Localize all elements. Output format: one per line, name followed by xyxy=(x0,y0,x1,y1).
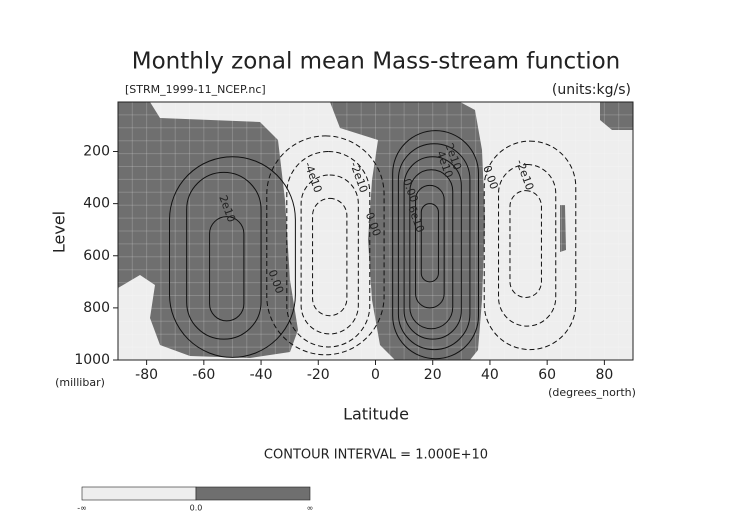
contour-line xyxy=(498,164,557,327)
contour-line xyxy=(209,216,245,322)
contour-line xyxy=(169,156,296,358)
y-tick-label: 400 xyxy=(83,196,110,212)
footer: CONTOUR INTERVAL = 1.000E+10 xyxy=(264,448,488,463)
positive-shading xyxy=(200,198,205,212)
chart-subtitle: [STRM_1999-11_NCEP.nc] xyxy=(125,83,266,96)
contour-line xyxy=(409,169,454,330)
x-tick-label: 80 xyxy=(595,367,613,383)
x-tick-label: 0 xyxy=(371,367,380,383)
x-axis-label: Latitude xyxy=(343,405,409,424)
chart-title: Monthly zonal mean Mass-stream function xyxy=(132,49,621,75)
contour-line xyxy=(483,140,577,351)
y-tick-label: 600 xyxy=(83,248,110,264)
x-axis-unit: (degrees_north) xyxy=(548,386,636,399)
contour-line xyxy=(392,130,479,360)
colorbar-label: -∞ xyxy=(77,504,87,513)
colorbar-negative xyxy=(81,486,197,501)
contour-line xyxy=(186,171,262,340)
y-tick-label: 200 xyxy=(83,144,110,160)
y-axis-unit: (millibar) xyxy=(55,376,105,389)
x-tick-label: -40 xyxy=(250,367,273,383)
positive-shading xyxy=(600,102,633,130)
contour-line xyxy=(286,151,371,348)
contour-line xyxy=(300,174,359,335)
y-axis-label: Level xyxy=(50,211,69,253)
colorbar-label: 0.0 xyxy=(190,504,203,513)
positive-shading xyxy=(330,102,485,360)
positive-shading xyxy=(560,205,566,252)
contour-line xyxy=(415,184,445,309)
x-tick-label: -60 xyxy=(192,367,215,383)
y-tick-label: 800 xyxy=(83,300,110,316)
contour-line xyxy=(509,190,542,298)
contour-line xyxy=(397,143,471,351)
x-tick-label: 20 xyxy=(424,367,442,383)
x-tick-label: -80 xyxy=(135,367,158,383)
contour-line xyxy=(403,156,462,340)
y-tick-label: 1000 xyxy=(74,352,110,368)
x-tick-label: -20 xyxy=(307,367,330,383)
colorbar-positive xyxy=(195,486,311,501)
x-tick-label: 60 xyxy=(538,367,556,383)
units-label: (units:kg/s) xyxy=(552,82,631,98)
contour-line xyxy=(266,135,385,356)
colorbar-label: ∞ xyxy=(307,504,314,513)
x-tick-label: 40 xyxy=(481,367,499,383)
contour-line xyxy=(312,197,348,317)
positive-shading xyxy=(118,102,298,358)
contour-line xyxy=(420,203,439,283)
